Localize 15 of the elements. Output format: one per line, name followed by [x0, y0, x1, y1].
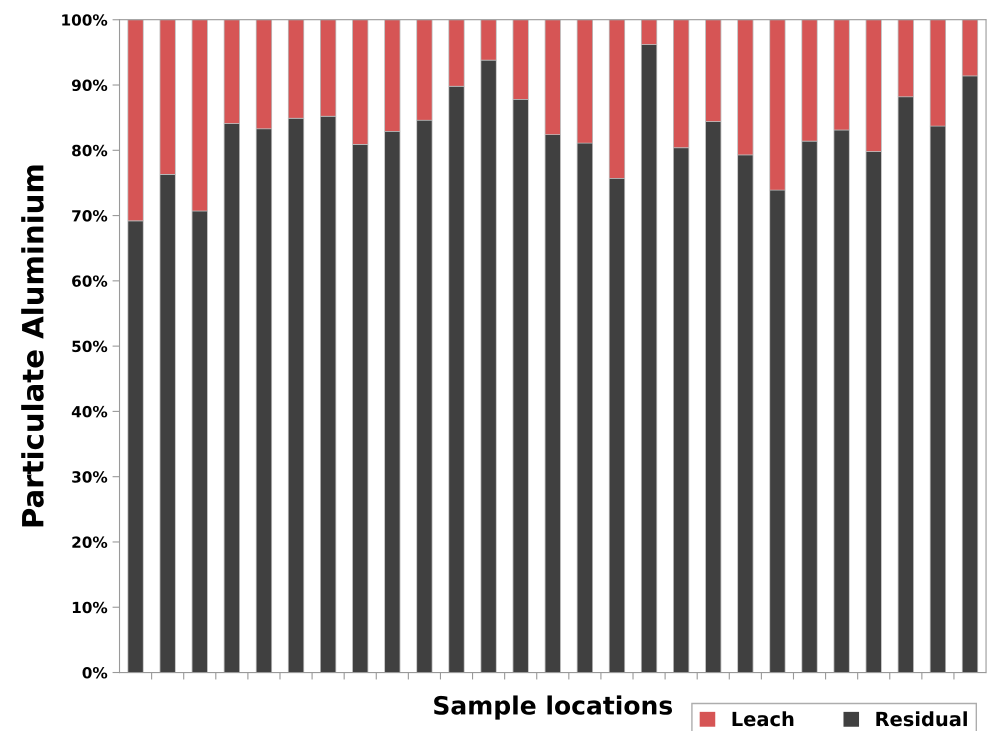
y-tick-label: 30% [72, 471, 108, 483]
y-tick-label: 0% [82, 666, 108, 679]
y-tick-label: 10% [72, 602, 108, 614]
y-tick-label: 60% [72, 275, 108, 287]
y-tick-label: 50% [72, 340, 108, 352]
y-tick-label: 80% [72, 144, 108, 156]
y-tick-label: 20% [72, 536, 108, 548]
legend-label: Leach [732, 711, 794, 726]
legend-label: Residual [876, 711, 967, 726]
y-tick-label: 90% [72, 79, 108, 92]
y-tick-label: 40% [72, 406, 108, 418]
y-tick-label: 70% [72, 210, 108, 222]
y-axis-title: Particulate Aluminium [21, 166, 44, 526]
x-axis-title: Sample locations [434, 695, 672, 720]
y-tick-label: 100% [62, 14, 108, 26]
